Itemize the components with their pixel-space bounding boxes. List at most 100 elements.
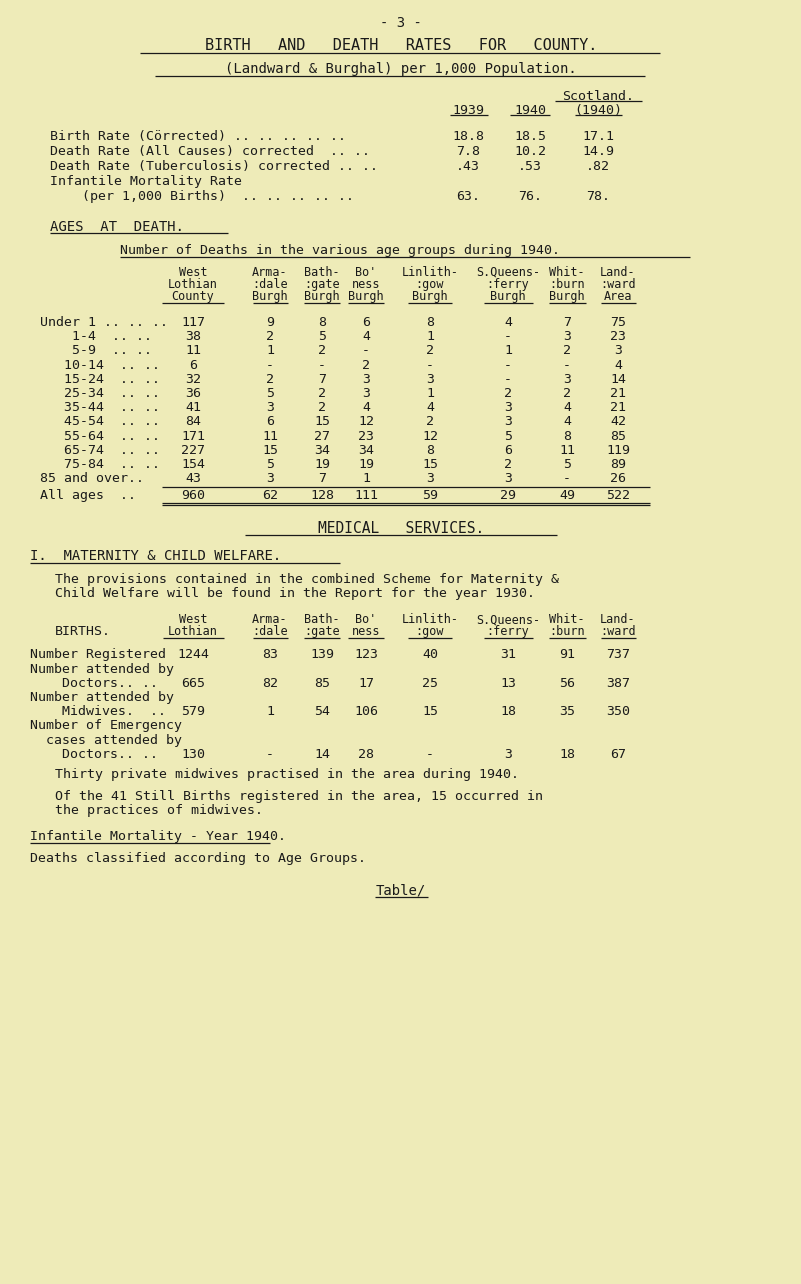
Text: BIRTHS.: BIRTHS. bbox=[55, 625, 111, 638]
Text: 9: 9 bbox=[266, 316, 274, 329]
Text: 56: 56 bbox=[559, 677, 575, 690]
Text: 91: 91 bbox=[559, 648, 575, 661]
Text: 89: 89 bbox=[610, 458, 626, 471]
Text: 111: 111 bbox=[354, 489, 378, 502]
Text: 4: 4 bbox=[563, 401, 571, 415]
Text: 7: 7 bbox=[563, 316, 571, 329]
Text: :burn: :burn bbox=[549, 625, 585, 638]
Text: Infantile Mortality - Year 1940.: Infantile Mortality - Year 1940. bbox=[30, 829, 286, 844]
Text: 25-34  .. ..: 25-34 .. .. bbox=[40, 386, 160, 401]
Text: Scotland.: Scotland. bbox=[562, 90, 634, 103]
Text: 43: 43 bbox=[185, 473, 201, 485]
Text: Deaths classified according to Age Groups.: Deaths classified according to Age Group… bbox=[30, 853, 366, 865]
Text: 14: 14 bbox=[314, 747, 330, 761]
Text: S.Queens-: S.Queens- bbox=[476, 614, 540, 627]
Text: Death Rate (All Causes) corrected  .. ..: Death Rate (All Causes) corrected .. .. bbox=[50, 145, 370, 158]
Text: 350: 350 bbox=[606, 705, 630, 718]
Text: 4: 4 bbox=[504, 316, 512, 329]
Text: 15: 15 bbox=[422, 705, 438, 718]
Text: 35: 35 bbox=[559, 705, 575, 718]
Text: 49: 49 bbox=[559, 489, 575, 502]
Text: 227: 227 bbox=[181, 444, 205, 457]
Text: Birth Rate (Cörrected) .. .. .. .. ..: Birth Rate (Cörrected) .. .. .. .. .. bbox=[50, 130, 346, 143]
Text: 18.8: 18.8 bbox=[452, 130, 484, 143]
Text: 15: 15 bbox=[262, 444, 278, 457]
Text: :ward: :ward bbox=[600, 625, 636, 638]
Text: 3: 3 bbox=[614, 344, 622, 357]
Text: 1940: 1940 bbox=[514, 104, 546, 117]
Text: -: - bbox=[426, 358, 434, 371]
Text: 1244: 1244 bbox=[177, 648, 209, 661]
Text: ness: ness bbox=[352, 625, 380, 638]
Text: 117: 117 bbox=[181, 316, 205, 329]
Text: 7.8: 7.8 bbox=[456, 145, 480, 158]
Text: Whit-: Whit- bbox=[549, 614, 585, 627]
Text: -: - bbox=[563, 358, 571, 371]
Text: 11: 11 bbox=[262, 430, 278, 443]
Text: -: - bbox=[362, 344, 370, 357]
Text: S.Queens-: S.Queens- bbox=[476, 266, 540, 279]
Text: 12: 12 bbox=[422, 430, 438, 443]
Text: 8: 8 bbox=[426, 316, 434, 329]
Text: 75-84  .. ..: 75-84 .. .. bbox=[40, 458, 160, 471]
Text: Number of Deaths in the various age groups during 1940.: Number of Deaths in the various age grou… bbox=[120, 244, 560, 257]
Text: 45-54  .. ..: 45-54 .. .. bbox=[40, 416, 160, 429]
Text: (per 1,000 Births)  .. .. .. .. ..: (per 1,000 Births) .. .. .. .. .. bbox=[50, 190, 354, 203]
Text: Midwives.  ..: Midwives. .. bbox=[30, 705, 166, 718]
Text: 3: 3 bbox=[504, 416, 512, 429]
Text: Area: Area bbox=[604, 290, 632, 303]
Text: 106: 106 bbox=[354, 705, 378, 718]
Text: Number Registered: Number Registered bbox=[30, 648, 166, 661]
Text: 27: 27 bbox=[314, 430, 330, 443]
Text: 78.: 78. bbox=[586, 190, 610, 203]
Text: 2: 2 bbox=[266, 372, 274, 385]
Text: 84: 84 bbox=[185, 416, 201, 429]
Text: 5: 5 bbox=[563, 458, 571, 471]
Text: 21: 21 bbox=[610, 386, 626, 401]
Text: Bath-: Bath- bbox=[304, 614, 340, 627]
Text: 3: 3 bbox=[266, 473, 274, 485]
Text: 3: 3 bbox=[362, 372, 370, 385]
Text: Bath-: Bath- bbox=[304, 266, 340, 279]
Text: 63.: 63. bbox=[456, 190, 480, 203]
Text: 8: 8 bbox=[563, 430, 571, 443]
Text: 4: 4 bbox=[563, 416, 571, 429]
Text: :burn: :burn bbox=[549, 279, 585, 291]
Text: ness: ness bbox=[352, 279, 380, 291]
Text: Bo': Bo' bbox=[356, 266, 376, 279]
Text: 5: 5 bbox=[318, 330, 326, 343]
Text: 5: 5 bbox=[266, 386, 274, 401]
Text: 128: 128 bbox=[310, 489, 334, 502]
Text: 6: 6 bbox=[266, 416, 274, 429]
Text: 12: 12 bbox=[358, 416, 374, 429]
Text: 130: 130 bbox=[181, 747, 205, 761]
Text: 2: 2 bbox=[362, 358, 370, 371]
Text: 387: 387 bbox=[606, 677, 630, 690]
Text: 67: 67 bbox=[610, 747, 626, 761]
Text: 5: 5 bbox=[504, 430, 512, 443]
Text: :gate: :gate bbox=[304, 625, 340, 638]
Text: Doctors.. ..: Doctors.. .. bbox=[30, 747, 158, 761]
Text: 36: 36 bbox=[185, 386, 201, 401]
Text: 4: 4 bbox=[362, 401, 370, 415]
Text: 7: 7 bbox=[318, 372, 326, 385]
Text: -: - bbox=[426, 747, 434, 761]
Text: 7: 7 bbox=[318, 473, 326, 485]
Text: (1940): (1940) bbox=[574, 104, 622, 117]
Text: 3: 3 bbox=[504, 401, 512, 415]
Text: 25: 25 bbox=[422, 677, 438, 690]
Text: Lothian: Lothian bbox=[168, 625, 218, 638]
Text: 1: 1 bbox=[426, 386, 434, 401]
Text: Of the 41 Still Births registered in the area, 15 occurred in: Of the 41 Still Births registered in the… bbox=[55, 790, 543, 802]
Text: Linlith-: Linlith- bbox=[401, 614, 458, 627]
Text: 83: 83 bbox=[262, 648, 278, 661]
Text: 960: 960 bbox=[181, 489, 205, 502]
Text: 6: 6 bbox=[189, 358, 197, 371]
Text: :dale: :dale bbox=[252, 279, 288, 291]
Text: 2: 2 bbox=[563, 344, 571, 357]
Text: 8: 8 bbox=[318, 316, 326, 329]
Text: 1939: 1939 bbox=[452, 104, 484, 117]
Text: 85 and over..: 85 and over.. bbox=[40, 473, 144, 485]
Text: 8: 8 bbox=[426, 444, 434, 457]
Text: 11: 11 bbox=[185, 344, 201, 357]
